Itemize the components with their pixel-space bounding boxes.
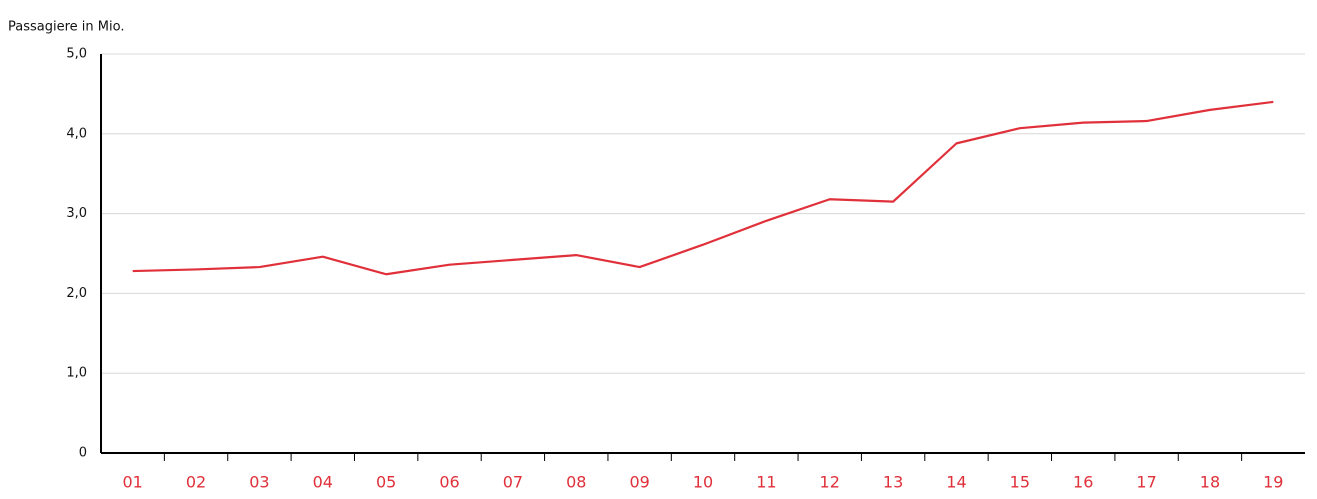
y-tick-label: 1,0 <box>66 366 87 381</box>
x-tick-label: 19 <box>1263 473 1283 492</box>
x-tick-label: 09 <box>629 473 649 492</box>
x-tick-label: 14 <box>946 473 966 492</box>
x-tick-label: 06 <box>439 473 459 492</box>
x-tick-label: 16 <box>1073 473 1093 492</box>
y-tick-label: 4,0 <box>66 126 87 141</box>
x-tick-label: 03 <box>249 473 269 492</box>
y-tick-label: 5,0 <box>66 47 87 62</box>
x-tick-label: 12 <box>820 473 840 492</box>
x-tick-label: 04 <box>313 473 333 492</box>
x-tick-label: 11 <box>756 473 776 492</box>
x-tick-label: 07 <box>503 473 523 492</box>
x-tick-label: 02 <box>186 473 206 492</box>
y-tick-label: 0 <box>79 446 87 461</box>
x-tick-label: 18 <box>1200 473 1220 492</box>
x-tick-label: 05 <box>376 473 396 492</box>
x-tick-label: 15 <box>1010 473 1030 492</box>
y-tick-label: 2,0 <box>66 286 87 301</box>
x-tick-label: 01 <box>123 473 143 492</box>
y-axis-label: Passagiere in Mio. <box>8 20 124 35</box>
x-tick-label: 10 <box>693 473 713 492</box>
y-tick-label: 3,0 <box>66 206 87 221</box>
x-tick-label: 17 <box>1136 473 1156 492</box>
line-series <box>132 100 1274 276</box>
x-tick-label: 13 <box>883 473 903 492</box>
x-tick-label: 08 <box>566 473 586 492</box>
